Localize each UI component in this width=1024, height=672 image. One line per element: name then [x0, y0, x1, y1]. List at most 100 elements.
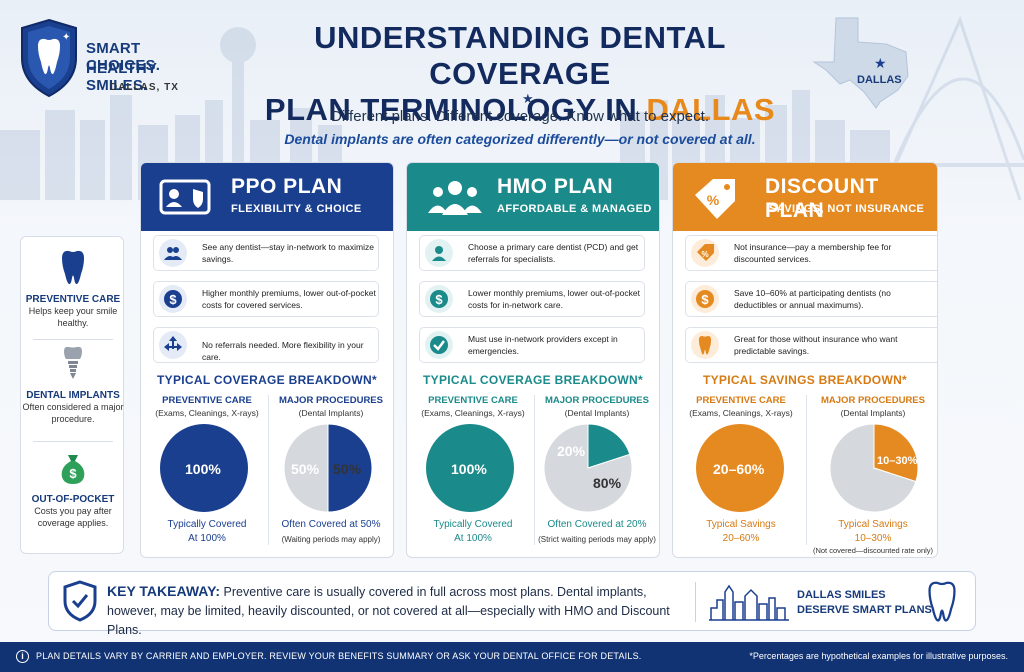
svg-text:%: %: [707, 192, 720, 208]
tooth-shield-icon: ✦: [21, 18, 77, 98]
feature-item: $ Higher monthly premiums, lower out-of-…: [153, 281, 379, 317]
pie-slice-covered: [327, 423, 373, 513]
ppo-plan-card: PPO PLAN FLEXIBILITY & CHOICE See any de…: [140, 162, 394, 558]
feature-text: Great for those without insurance who wa…: [734, 334, 898, 356]
feature-item: Must use in-network providers except in …: [419, 327, 645, 363]
feature-text: Save 10–60% at participating dentists (n…: [734, 288, 891, 310]
tooth-icon: [928, 581, 956, 622]
caption-note: (Not covered—discounted rate only): [812, 546, 934, 555]
column-subheading: (Dental Implants): [564, 408, 630, 418]
tooth-icon: [62, 250, 84, 285]
feature-item: No referrals needed. More flexibility in…: [153, 327, 379, 363]
title-line-1: UNDERSTANDING DENTAL COVERAGE: [314, 20, 726, 91]
caption: Often Covered at 20%: [537, 518, 657, 532]
feature-text: Higher monthly premiums, lower out-of-po…: [202, 288, 376, 310]
feature-text: See any dentist—stay in-network to maxim…: [202, 242, 374, 264]
footer-note: *Percentages are hypothetical examples f…: [749, 651, 1008, 661]
caption: Typical Savings 10–30%: [813, 518, 933, 546]
legend-title: PREVENTIVE CARE: [25, 294, 121, 305]
caption-line: Typical Savings: [838, 519, 908, 530]
caption-line: At 100%: [188, 533, 226, 544]
column-heading: PREVENTIVE CARE: [428, 395, 518, 406]
legend-sidebar: PREVENTIVE CARE Helps keep your smile he…: [20, 236, 124, 554]
logo: ✦ SMART CHOICES. HEALTHY SMILES. DALLAS,…: [18, 18, 218, 108]
divider: [534, 395, 535, 545]
svg-text:$: $: [435, 292, 443, 307]
title-line-2: PLAN TERMINOLOGY IN DALLAS: [230, 92, 810, 128]
logo-line-1: SMART CHOICES.: [86, 40, 161, 74]
card-header: PPO PLAN FLEXIBILITY & CHOICE: [141, 163, 393, 231]
money-bag-icon: $: [61, 455, 85, 484]
caption-line: Typically Covered: [167, 519, 247, 530]
pie-slice-remaining: [829, 423, 917, 513]
pie-slice-covered: [160, 424, 248, 512]
column-subheading: (Dental Implants): [298, 408, 364, 418]
takeaway-body: Preventive care is usually covered in fu…: [107, 585, 670, 637]
breakdown-title: TYPICAL SAVINGS BREAKDOWN*: [702, 373, 908, 387]
caption-line: At 100%: [454, 533, 492, 544]
legend-item-implants: DENTAL IMPLANTS Often considered a major…: [21, 345, 125, 425]
motto-line-2: DESERVE SMART PLANS.: [797, 604, 935, 616]
dollar-icon: $: [691, 285, 719, 313]
motto-line-1: DALLAS SMILES: [797, 589, 886, 601]
logo-line-2: HEALTHY SMILES.: [86, 60, 157, 94]
tag-icon: %: [691, 239, 719, 267]
person-icon: [425, 239, 453, 267]
feature-text: No referrals needed. More flexibility in…: [202, 340, 364, 362]
caption-line: 10–30%: [854, 533, 892, 544]
hmo-plan-card: HMO PLAN AFFORDABLE & MANAGED Choose a p…: [406, 162, 660, 558]
implant-icon: [64, 346, 82, 379]
caption-note: (Strict waiting periods may apply): [538, 535, 656, 544]
caption-line: Often Covered at 50%: [281, 519, 381, 530]
pie-label-uncovered: 50%: [333, 461, 362, 477]
caption-line: Typical Savings: [706, 519, 776, 530]
column-subheading: (Exams, Cleanings, X-rays): [155, 408, 259, 418]
pie-label: 100%: [451, 461, 487, 477]
page-title: UNDERSTANDING DENTAL COVERAGE PLAN TERMI…: [230, 20, 810, 128]
svg-text:$: $: [701, 292, 709, 307]
divider: [695, 582, 696, 622]
preventive-pie-chart: [160, 424, 248, 512]
pie-label-savings: 10–30%: [877, 455, 918, 467]
pie-slice-covered: [587, 423, 631, 469]
price-tag-icon: %: [695, 179, 735, 219]
svg-text:$: $: [69, 466, 77, 481]
plan-subtitle: FLEXIBILITY & CHOICE: [231, 203, 362, 215]
pie-slice-not-covered: [283, 423, 329, 513]
feature-text: Choose a primary care dentist (PCD) and …: [468, 242, 639, 264]
feature-item: $ Lower monthly premiums, lower out-of-p…: [419, 281, 645, 317]
legend-desc: Helps keep your smile healthy.: [28, 306, 118, 328]
title-accent: DALLAS: [646, 92, 776, 127]
feature-item: See any dentist—stay in-network to maxim…: [153, 235, 379, 271]
info-icon: i: [16, 650, 29, 663]
tooth-icon: [691, 331, 719, 359]
column-subheading: (Exams, Cleanings, X-rays): [421, 408, 525, 418]
card-header: % DISCOUNT PLAN SAVINGS, NOT INSURANCE: [673, 163, 937, 231]
map-label: DALLAS: [857, 74, 902, 86]
feature-item: Choose a primary care dentist (PCD) and …: [419, 235, 645, 271]
pie-slice-not-covered: [543, 423, 633, 513]
texas-map-icon: ★: [812, 17, 909, 109]
plan-subtitle: SAVINGS, NOT INSURANCE: [769, 203, 925, 215]
discount-plan-card: % DISCOUNT PLAN SAVINGS, NOT INSURANCE %…: [672, 162, 938, 558]
column-heading: PREVENTIVE CARE: [696, 395, 786, 406]
preventive-pie-chart: [696, 424, 784, 512]
column-heading: MAJOR PROCEDURES: [279, 395, 383, 406]
divider: [806, 395, 807, 545]
svg-text:%: %: [701, 250, 708, 259]
arrows-icon: [159, 331, 187, 359]
caption-line: Often Covered at 20%: [547, 519, 647, 530]
svg-text:✦: ✦: [62, 32, 70, 43]
key-takeaway-banner: KEY TAKEAWAY: Preventive care is usually…: [48, 571, 976, 637]
check-icon: [425, 331, 453, 359]
legend-item-out-of-pocket: $ OUT-OF-POCKET Costs you pay after cove…: [21, 451, 125, 529]
takeaway-label: KEY TAKEAWAY:: [107, 583, 221, 599]
column-subheading: (Exams, Cleanings, X-rays): [689, 408, 793, 418]
major-pie-chart: [283, 423, 373, 513]
footer-bar: i PLAN DETAILS VARY BY CARRIER AND EMPLO…: [0, 642, 1024, 672]
feature-text: Not insurance—pay a membership fee for d…: [734, 242, 892, 264]
feature-text: Must use in-network providers except in …: [468, 334, 618, 356]
dollar-icon: $: [425, 285, 453, 313]
caption: Often Covered at 50%: [271, 518, 391, 532]
caption-line: 20–60%: [722, 533, 760, 544]
